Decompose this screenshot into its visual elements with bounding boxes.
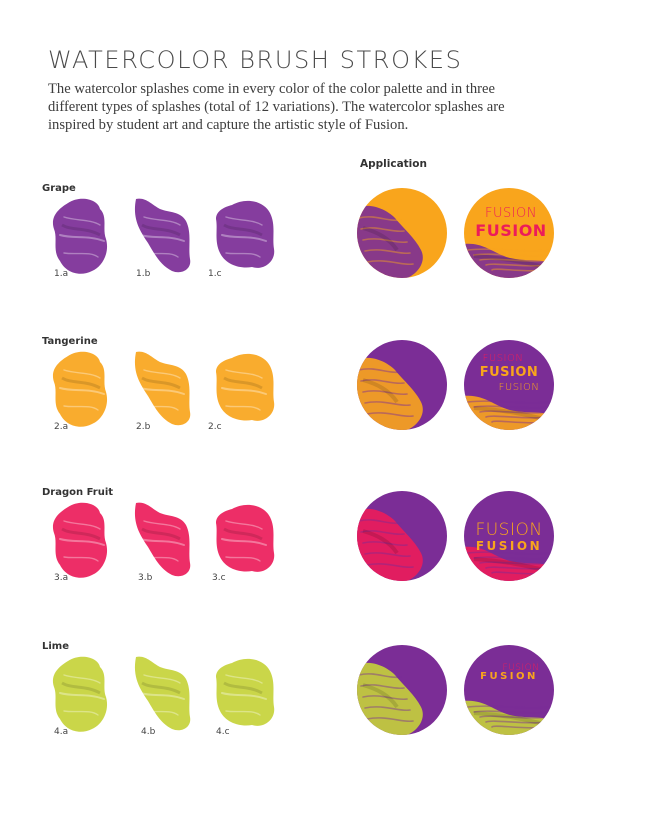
brush-stroke-image xyxy=(134,351,191,426)
stroke-label: 4.c xyxy=(216,727,230,737)
stroke-label: 1.b xyxy=(136,269,151,279)
fusion-wordmark: FUSION xyxy=(475,539,543,553)
stroke-label: 4.a xyxy=(54,727,69,737)
brush-stroke xyxy=(212,653,276,742)
brush-stroke xyxy=(130,499,194,588)
application-logo-circle: FUSION FUSION FUSION xyxy=(464,340,554,430)
brush-stroke-image xyxy=(134,656,191,731)
brush-stroke-image xyxy=(216,504,275,572)
application-circle xyxy=(357,340,447,430)
section-lime: Lime 4.a 4.b 4.c FUSION FUSION xyxy=(0,641,672,791)
brush-stroke xyxy=(130,348,194,437)
stroke-label: 3.b xyxy=(138,573,153,583)
fusion-wordmark: FUSION xyxy=(498,382,540,393)
section-name: Lime xyxy=(42,641,70,652)
page-title: WATERCOLOR BRUSH STROKES xyxy=(48,46,463,74)
brush-stroke xyxy=(130,195,194,284)
stroke-label: 1.c xyxy=(208,269,222,279)
application-circle xyxy=(357,645,447,735)
application-circle xyxy=(357,491,447,581)
section-dragon-fruit: Dragon Fruit 3.a 3.b 3.c FUSION FUSION xyxy=(0,487,672,637)
stroke-label: 2.b xyxy=(136,422,151,432)
application-circle xyxy=(357,188,447,278)
fusion-wordmark: FUSION xyxy=(484,206,538,221)
application-heading: Application xyxy=(360,158,427,170)
brush-stroke xyxy=(212,348,276,437)
fusion-wordmark: FUSION xyxy=(480,671,538,682)
brush-stroke-image xyxy=(52,656,108,732)
brush-stroke xyxy=(50,348,114,437)
brush-stroke-image xyxy=(134,198,191,273)
brush-stroke-image xyxy=(52,502,108,578)
stroke-label: 2.a xyxy=(54,422,69,432)
section-tangerine: Tangerine 2.a 2.b 2.c FUSION FUSION FUSION xyxy=(0,336,672,486)
section-grape: Grape 1.a 1.b 1.c FUSION FUSION xyxy=(0,183,672,333)
stroke-label: 1.a xyxy=(54,269,69,279)
intro-paragraph: The watercolor splashes come in every co… xyxy=(48,81,505,133)
brush-stroke-image xyxy=(216,658,275,726)
fusion-wordmark: FUSION xyxy=(482,353,524,364)
application-logo-circle: FUSION FUSION xyxy=(464,188,554,278)
stroke-label: 3.a xyxy=(54,573,69,583)
fusion-wordmark: FUSION xyxy=(479,365,539,380)
brush-stroke xyxy=(212,195,276,284)
section-name: Tangerine xyxy=(42,336,98,347)
brush-stroke-image xyxy=(134,502,191,577)
fusion-wordmark: FUSION xyxy=(475,221,547,240)
fusion-wordmark: FUSION xyxy=(502,663,540,673)
brush-stroke-image xyxy=(52,351,108,427)
brush-stroke-image xyxy=(216,353,275,421)
brush-stroke xyxy=(50,653,114,742)
brush-stroke xyxy=(212,499,276,588)
brush-stroke xyxy=(50,499,114,588)
stroke-label: 2.c xyxy=(208,422,222,432)
stroke-label: 4.b xyxy=(141,727,156,737)
brush-stroke xyxy=(130,653,194,742)
section-name: Grape xyxy=(42,183,76,194)
stroke-label: 3.c xyxy=(212,573,226,583)
application-logo-circle: FUSION FUSION xyxy=(464,491,554,581)
fusion-wordmark: FUSION xyxy=(475,520,543,540)
brush-stroke-image xyxy=(52,198,108,274)
application-logo-circle: FUSION FUSION xyxy=(464,645,554,735)
brush-stroke-image xyxy=(216,200,275,268)
brush-stroke xyxy=(50,195,114,284)
section-name: Dragon Fruit xyxy=(42,487,114,498)
